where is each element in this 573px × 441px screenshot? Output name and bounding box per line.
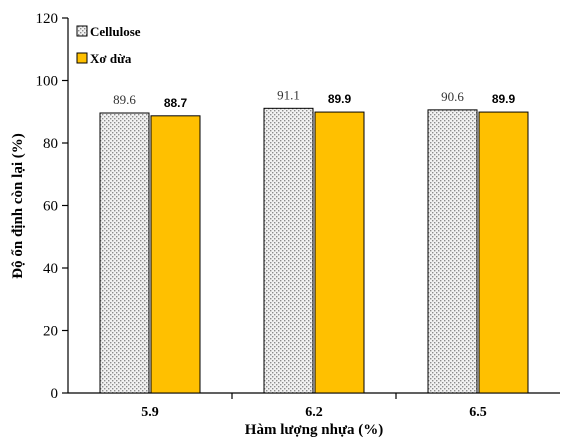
data-label: 88.7 [164, 96, 188, 110]
y-tick-label: 60 [43, 199, 58, 215]
x-tick-label: 5.9 [141, 405, 159, 420]
y-tick-label: 0 [51, 386, 59, 402]
x-tick-label: 6.5 [469, 405, 487, 420]
y-tick-label: 40 [43, 261, 58, 277]
data-label: 89.9 [328, 92, 352, 106]
legend-swatch-xo-dua [76, 52, 88, 64]
data-label: 90.6 [441, 89, 464, 104]
legend-swatch-cellulose [76, 25, 88, 37]
legend-label-xo-dua: Xơ dừa [90, 51, 132, 66]
y-tick-label: 120 [36, 11, 59, 27]
data-label: 89.6 [113, 92, 136, 107]
bar-xo-dua-5.9 [150, 115, 201, 394]
legend-label-cellulose: Cellulose [90, 24, 141, 39]
x-axis-title: Hàm lượng nhựa (%) [245, 422, 383, 438]
legend: Cellulose Xơ dừa [76, 24, 141, 66]
y-tick-label: 80 [43, 136, 58, 152]
bar-cellulose-6.2 [263, 107, 314, 394]
y-axis-title: Độ ổn định còn lại (%) [10, 133, 26, 278]
bar-xo-dua-6.5 [478, 111, 529, 394]
bar-cellulose-5.9 [99, 112, 150, 394]
x-tick-label: 6.2 [305, 405, 323, 420]
y-tick-label: 20 [43, 324, 58, 340]
bar-xo-dua-6.2 [314, 111, 365, 394]
data-label: 91.1 [277, 87, 300, 102]
bar-cellulose-6.5 [427, 109, 478, 394]
y-tick-label: 100 [36, 74, 59, 90]
data-label: 89.9 [492, 92, 516, 106]
